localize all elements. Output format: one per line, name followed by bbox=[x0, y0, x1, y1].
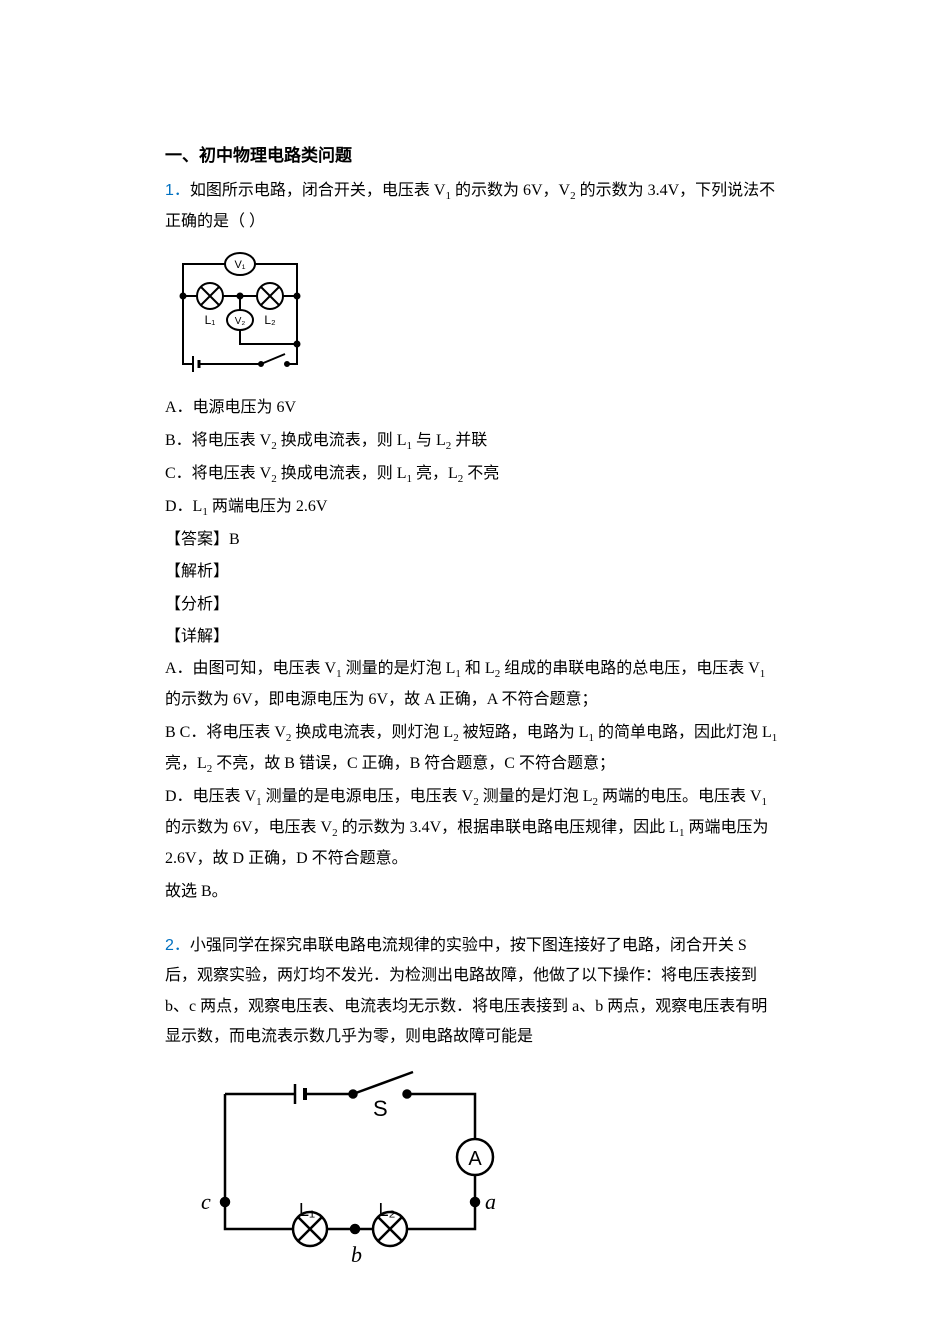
svg-text:b: b bbox=[351, 1242, 362, 1264]
ebc-t3: 的简单电路，因此灯泡 L bbox=[594, 724, 772, 741]
ed-t5: 的示数为 3.4V，根据串联电路电压规律，因此 L bbox=[338, 819, 679, 836]
q1-number: 1． bbox=[165, 182, 190, 199]
q1b-t2: 换成电流表，则 L bbox=[277, 432, 407, 449]
svg-text:L₂: L₂ bbox=[264, 313, 276, 327]
ebc-t5: 不亮，故 B 错误，C 正确，B 符合题意，C 不符合题意； bbox=[212, 755, 615, 772]
ed-s4: 1 bbox=[762, 796, 768, 808]
q2-stem-text: 小强同学在探究串联电路电流规律的实验中，按下图连接好了电路，闭合开关 S 后，观… bbox=[165, 937, 767, 1045]
ebc-s4: 1 bbox=[772, 732, 778, 744]
q1c-t4: 不亮 bbox=[463, 465, 499, 482]
ebc-t2: 被短路，电路为 L bbox=[459, 724, 589, 741]
q1b-t3: 与 L bbox=[412, 432, 446, 449]
q1-jiexi: 【解析】 bbox=[165, 557, 780, 587]
q1d-t2: 两端电压为 2.6V bbox=[208, 498, 328, 515]
q1c-t3: 亮，L bbox=[412, 465, 458, 482]
svg-text:V₁: V₁ bbox=[234, 259, 245, 271]
q1-stem-p2: 的示数为 6V，V bbox=[451, 182, 570, 199]
q1-xiangjie: 【详解】 bbox=[165, 622, 780, 652]
q1c-t1: C．将电压表 V bbox=[165, 465, 271, 482]
ea-t4: 的示数为 6V，即电源电压为 6V，故 A 正确，A 不符合题意； bbox=[165, 691, 597, 708]
q1-circuit-diagram: V₁ V₂ L₁ L₂ bbox=[165, 246, 780, 385]
q2-number: 2． bbox=[165, 937, 190, 954]
q1-answer: 【答案】B bbox=[165, 525, 780, 555]
ed-t0: D．电压表 V bbox=[165, 788, 256, 805]
q1b-t1: B．将电压表 V bbox=[165, 432, 271, 449]
q1-fenxi: 【分析】 bbox=[165, 590, 780, 620]
q1-option-a: A．电源电压为 6V bbox=[165, 393, 780, 423]
ea-t3: 组成的串联电路的总电压，电压表 V bbox=[500, 660, 760, 677]
ea-t0: A．由图可知，电压表 V bbox=[165, 660, 336, 677]
q1-explain-a: A．由图可知，电压表 V1 测量的是灯泡 L1 和 L2 组成的串联电路的总电压… bbox=[165, 654, 780, 715]
q1d-t1: D．L bbox=[165, 498, 202, 515]
q1-explain-final: 故选 B。 bbox=[165, 877, 780, 907]
q1-stem: 1．如图所示电路，闭合开关，电压表 V1 的示数为 6V，V2 的示数为 3.4… bbox=[165, 176, 780, 237]
ed-t4: 的示数为 6V，电压表 V bbox=[165, 819, 332, 836]
q1-stem-p1: 如图所示电路，闭合开关，电压表 V bbox=[190, 182, 446, 199]
svg-text:A: A bbox=[468, 1148, 482, 1170]
ea-s4: 1 bbox=[760, 669, 766, 681]
q2-circuit-diagram: S A L₁ L₂ a b c bbox=[185, 1064, 780, 1275]
q1-option-c: C．将电压表 V2 换成电流表，则 L1 亮，L2 不亮 bbox=[165, 459, 780, 490]
svg-text:c: c bbox=[201, 1189, 211, 1214]
ed-t2: 测量的是灯泡 L bbox=[479, 788, 593, 805]
svg-text:L₁: L₁ bbox=[205, 313, 216, 327]
section-title: 一、初中物理电路类问题 bbox=[165, 140, 780, 172]
svg-text:L₂: L₂ bbox=[379, 1200, 396, 1220]
svg-text:a: a bbox=[485, 1189, 496, 1214]
ea-t2: 和 L bbox=[461, 660, 495, 677]
ea-t1: 测量的是灯泡 L bbox=[342, 660, 456, 677]
q1-explain-bc: B C．将电压表 V2 换成电流表，则灯泡 L2 被短路，电路为 L1 的简单电… bbox=[165, 718, 780, 780]
ebc-t4: 亮，L bbox=[165, 755, 207, 772]
q1b-t4: 并联 bbox=[451, 432, 487, 449]
svg-text:L₁: L₁ bbox=[299, 1200, 315, 1220]
q1-option-d: D．L1 两端电压为 2.6V bbox=[165, 492, 780, 523]
ebc-t1: 换成电流表，则灯泡 L bbox=[291, 724, 453, 741]
q1-option-b: B．将电压表 V2 换成电流表，则 L1 与 L2 并联 bbox=[165, 426, 780, 457]
svg-text:V₂: V₂ bbox=[235, 316, 246, 327]
q2-stem: 2．小强同学在探究串联电路电流规律的实验中，按下图连接好了电路，闭合开关 S 后… bbox=[165, 931, 780, 1053]
ebc-t0: B C．将电压表 V bbox=[165, 724, 286, 741]
ed-t1: 测量的是电源电压，电压表 V bbox=[262, 788, 474, 805]
svg-text:S: S bbox=[373, 1096, 388, 1121]
q1-explain-d: D．电压表 V1 测量的是电源电压，电压表 V2 测量的是灯泡 L2 两端的电压… bbox=[165, 782, 780, 875]
ed-t3: 两端的电压。电压表 V bbox=[598, 788, 762, 805]
q1c-t2: 换成电流表，则 L bbox=[277, 465, 407, 482]
